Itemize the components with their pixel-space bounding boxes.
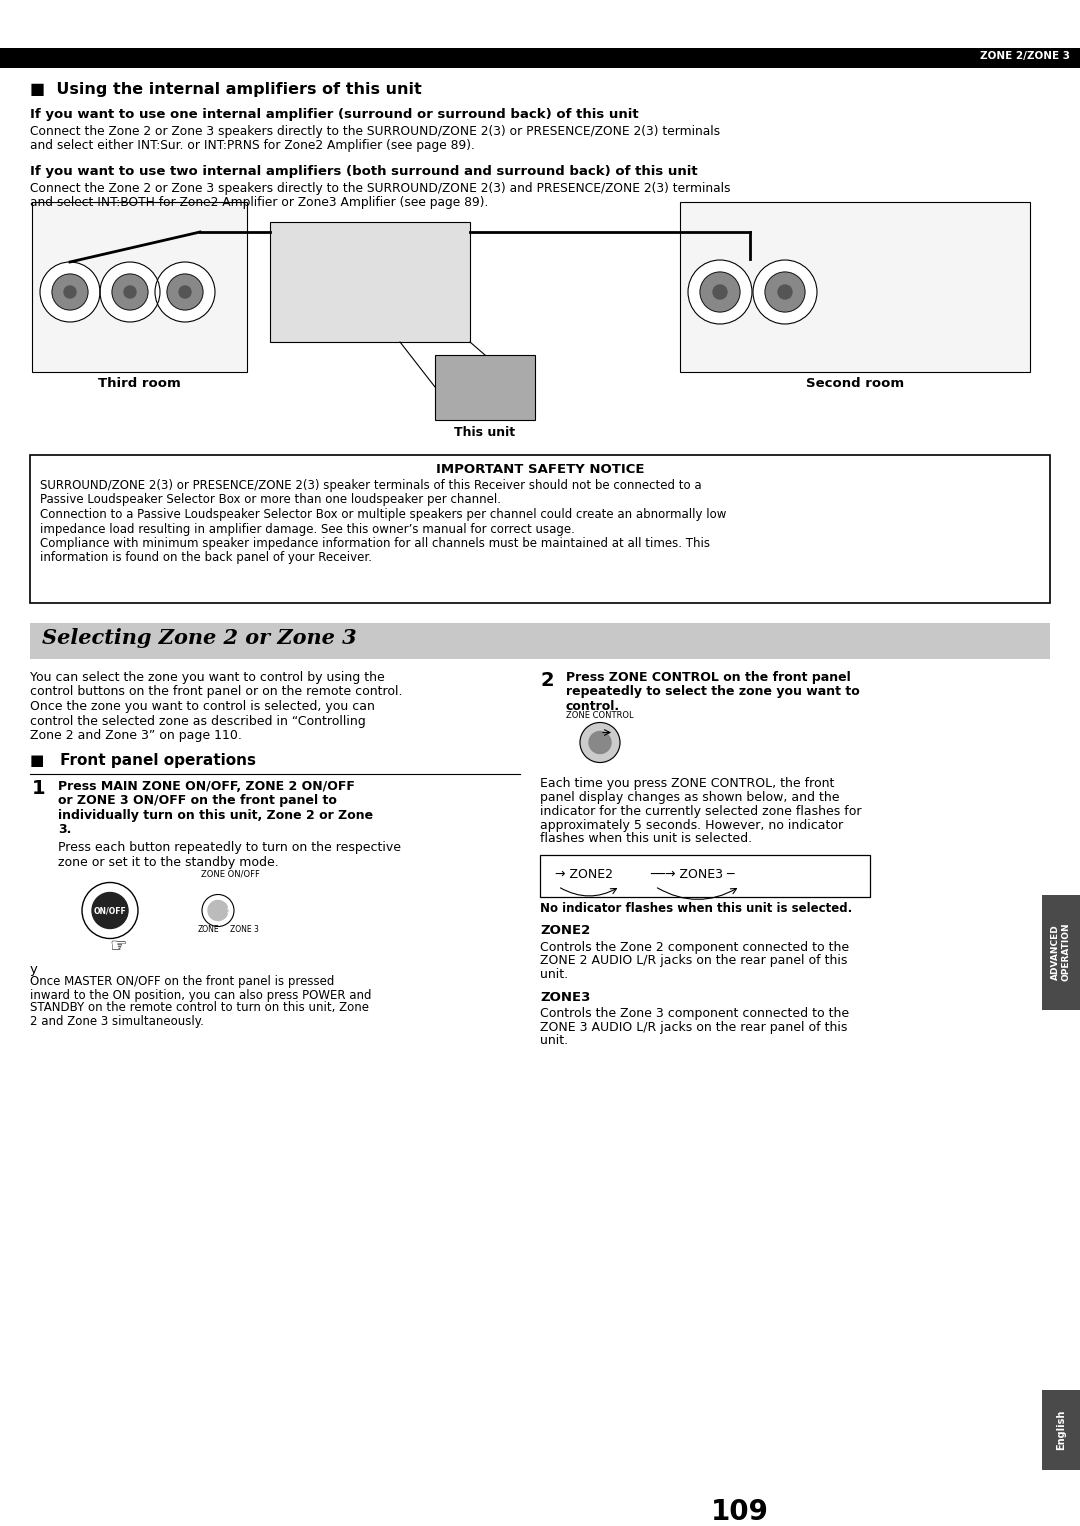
Text: Selecting Zone 2 or Zone 3: Selecting Zone 2 or Zone 3 bbox=[42, 629, 356, 649]
Text: Connection to a Passive Loudspeaker Selector Box or multiple speakers per channe: Connection to a Passive Loudspeaker Sele… bbox=[40, 508, 727, 520]
Text: If you want to use one internal amplifier (surround or surround back) of this un: If you want to use one internal amplifie… bbox=[30, 108, 638, 121]
Bar bbox=[540, 855, 870, 896]
Circle shape bbox=[688, 259, 752, 324]
Text: y: y bbox=[30, 963, 38, 975]
Text: Controls the Zone 3 component connected to the: Controls the Zone 3 component connected … bbox=[540, 1007, 849, 1019]
Text: If you want to use two internal amplifiers (both surround and surround back) of : If you want to use two internal amplifie… bbox=[30, 165, 698, 179]
Text: Passive Loudspeaker Selector Box or more than one loudspeaker per channel.: Passive Loudspeaker Selector Box or more… bbox=[40, 493, 501, 507]
Text: impedance load resulting in amplifier damage. See this owner’s manual for correc: impedance load resulting in amplifier da… bbox=[40, 522, 575, 536]
Circle shape bbox=[92, 893, 129, 928]
Circle shape bbox=[700, 272, 740, 311]
Text: ZONE 2 AUDIO L/R jacks on the rear panel of this: ZONE 2 AUDIO L/R jacks on the rear panel… bbox=[540, 954, 848, 967]
Text: ZONE3: ZONE3 bbox=[540, 990, 591, 1004]
Text: Press ZONE CONTROL on the front panel: Press ZONE CONTROL on the front panel bbox=[566, 671, 851, 684]
Text: ■   Front panel operations: ■ Front panel operations bbox=[30, 754, 256, 769]
Text: individually turn on this unit, Zone 2 or Zone: individually turn on this unit, Zone 2 o… bbox=[58, 809, 373, 821]
Circle shape bbox=[589, 731, 611, 754]
Text: repeatedly to select the zone you want to: repeatedly to select the zone you want t… bbox=[566, 685, 860, 699]
Text: 109: 109 bbox=[711, 1499, 769, 1526]
Bar bbox=[0, 47, 1080, 69]
Text: information is found on the back panel of your Receiver.: information is found on the back panel o… bbox=[40, 551, 372, 565]
Circle shape bbox=[713, 285, 727, 299]
Circle shape bbox=[580, 722, 620, 763]
Circle shape bbox=[778, 285, 792, 299]
Bar bbox=[30, 455, 1050, 603]
Bar bbox=[32, 201, 247, 372]
Text: ZONE2: ZONE2 bbox=[540, 925, 591, 937]
Text: zone or set it to the standby mode.: zone or set it to the standby mode. bbox=[58, 856, 279, 868]
Bar bbox=[435, 356, 535, 420]
Text: 2 and Zone 3 simultaneously.: 2 and Zone 3 simultaneously. bbox=[30, 1015, 204, 1027]
Text: inward to the ON position, you can also press POWER and: inward to the ON position, you can also … bbox=[30, 989, 372, 1001]
Text: and select INT:BOTH for Zone2 Amplifier or Zone3 Amplifier (see page 89).: and select INT:BOTH for Zone2 Amplifier … bbox=[30, 195, 488, 209]
Text: ADVANCED
OPERATION: ADVANCED OPERATION bbox=[1051, 923, 1070, 981]
Text: Connect the Zone 2 or Zone 3 speakers directly to the SURROUND/ZONE 2(3) and PRE: Connect the Zone 2 or Zone 3 speakers di… bbox=[30, 182, 730, 195]
Text: ZONE 3 AUDIO L/R jacks on the rear panel of this: ZONE 3 AUDIO L/R jacks on the rear panel… bbox=[540, 1021, 848, 1033]
Text: ZONE 2/ZONE 3: ZONE 2/ZONE 3 bbox=[980, 50, 1070, 61]
Text: Once MASTER ON/OFF on the front panel is pressed: Once MASTER ON/OFF on the front panel is… bbox=[30, 975, 335, 989]
Text: → ZONE2: → ZONE2 bbox=[555, 868, 613, 882]
Bar bbox=[680, 201, 1030, 372]
Text: Third room: Third room bbox=[97, 377, 180, 391]
Circle shape bbox=[124, 285, 136, 298]
Text: English: English bbox=[1056, 1410, 1066, 1450]
Bar bbox=[1042, 1390, 1080, 1470]
Circle shape bbox=[40, 262, 100, 322]
Circle shape bbox=[753, 259, 816, 324]
Text: Press each button repeatedly to turn on the respective: Press each button repeatedly to turn on … bbox=[58, 841, 401, 855]
Text: flashes when this unit is selected.: flashes when this unit is selected. bbox=[540, 833, 752, 845]
Circle shape bbox=[64, 285, 76, 298]
Text: Zone 2 and Zone 3” on page 110.: Zone 2 and Zone 3” on page 110. bbox=[30, 729, 242, 742]
Text: ZONE ON/OFF: ZONE ON/OFF bbox=[201, 870, 259, 879]
Circle shape bbox=[765, 272, 805, 311]
Text: control buttons on the front panel or on the remote control.: control buttons on the front panel or on… bbox=[30, 685, 403, 699]
Text: panel display changes as shown below, and the: panel display changes as shown below, an… bbox=[540, 790, 839, 804]
Text: ■  Using the internal amplifiers of this unit: ■ Using the internal amplifiers of this … bbox=[30, 82, 422, 98]
Circle shape bbox=[202, 894, 234, 926]
Circle shape bbox=[208, 900, 228, 920]
Text: No indicator flashes when this unit is selected.: No indicator flashes when this unit is s… bbox=[540, 902, 852, 916]
Text: ──→ ZONE3 ─: ──→ ZONE3 ─ bbox=[650, 868, 734, 882]
Text: Each time you press ZONE CONTROL, the front: Each time you press ZONE CONTROL, the fr… bbox=[540, 777, 835, 789]
Text: approximately 5 seconds. However, no indicator: approximately 5 seconds. However, no ind… bbox=[540, 818, 843, 832]
Text: unit.: unit. bbox=[540, 1035, 568, 1047]
Text: 1: 1 bbox=[32, 780, 45, 798]
Circle shape bbox=[100, 262, 160, 322]
Text: ZONE: ZONE bbox=[198, 925, 219, 934]
Text: control the selected zone as described in “Controlling: control the selected zone as described i… bbox=[30, 714, 366, 728]
Text: 3.: 3. bbox=[58, 823, 71, 836]
Circle shape bbox=[112, 275, 148, 310]
Circle shape bbox=[156, 262, 215, 322]
Text: 2: 2 bbox=[540, 671, 554, 690]
Text: ZONE 3: ZONE 3 bbox=[230, 925, 258, 934]
Bar bbox=[270, 221, 470, 342]
Bar bbox=[30, 623, 1050, 659]
Circle shape bbox=[52, 275, 87, 310]
Text: Controls the Zone 2 component connected to the: Controls the Zone 2 component connected … bbox=[540, 940, 849, 954]
Text: Once the zone you want to control is selected, you can: Once the zone you want to control is sel… bbox=[30, 700, 375, 713]
Text: ZONE CONTROL: ZONE CONTROL bbox=[566, 711, 634, 720]
Circle shape bbox=[167, 275, 203, 310]
Text: Compliance with minimum speaker impedance information for all channels must be m: Compliance with minimum speaker impedanc… bbox=[40, 537, 710, 549]
Bar bbox=[1042, 896, 1080, 1010]
Text: Press MAIN ZONE ON/OFF, ZONE 2 ON/OFF: Press MAIN ZONE ON/OFF, ZONE 2 ON/OFF bbox=[58, 780, 355, 792]
Text: IMPORTANT SAFETY NOTICE: IMPORTANT SAFETY NOTICE bbox=[435, 462, 645, 476]
Circle shape bbox=[82, 882, 138, 938]
Text: and select either INT:Sur. or INT:PRNS for Zone2 Amplifier (see page 89).: and select either INT:Sur. or INT:PRNS f… bbox=[30, 139, 475, 153]
Text: ON/OFF: ON/OFF bbox=[94, 906, 126, 916]
Text: indicator for the currently selected zone flashes for: indicator for the currently selected zon… bbox=[540, 804, 862, 818]
Text: You can select the zone you want to control by using the: You can select the zone you want to cont… bbox=[30, 671, 384, 684]
Text: Second room: Second room bbox=[806, 377, 904, 391]
Text: STANDBY on the remote control to turn on this unit, Zone: STANDBY on the remote control to turn on… bbox=[30, 1001, 369, 1015]
Text: Connect the Zone 2 or Zone 3 speakers directly to the SURROUND/ZONE 2(3) or PRES: Connect the Zone 2 or Zone 3 speakers di… bbox=[30, 125, 720, 137]
Text: This unit: This unit bbox=[455, 426, 515, 439]
Text: control.: control. bbox=[566, 700, 620, 713]
Text: or ZONE 3 ON/OFF on the front panel to: or ZONE 3 ON/OFF on the front panel to bbox=[58, 794, 337, 807]
Text: SURROUND/ZONE 2(3) or PRESENCE/ZONE 2(3) speaker terminals of this Receiver shou: SURROUND/ZONE 2(3) or PRESENCE/ZONE 2(3)… bbox=[40, 479, 702, 491]
Text: ☞: ☞ bbox=[109, 937, 126, 955]
Circle shape bbox=[179, 285, 191, 298]
Text: unit.: unit. bbox=[540, 967, 568, 981]
